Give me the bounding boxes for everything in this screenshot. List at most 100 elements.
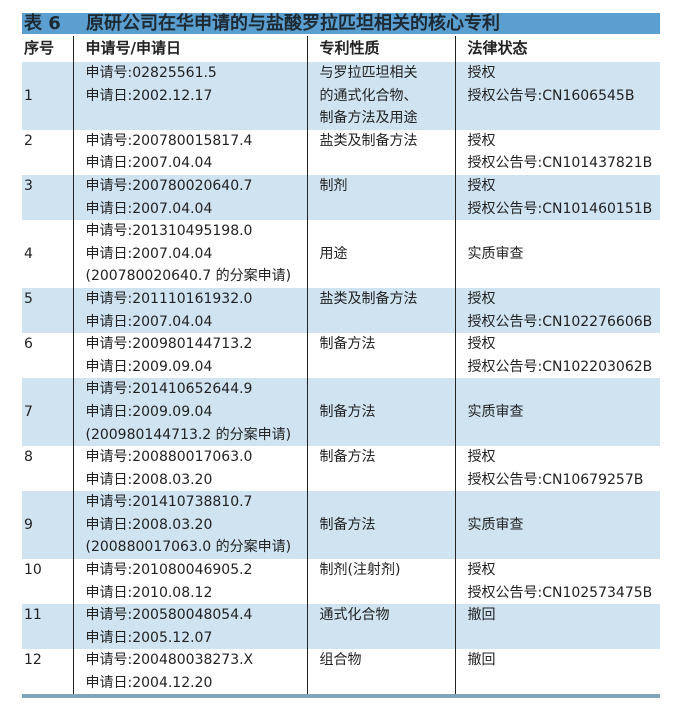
header-no: 序号 xyxy=(24,39,55,57)
patent-nature-line: 制备方法 xyxy=(319,336,376,353)
table-row: 9 申请号:201410738810.7 申请日:2008.03.20 (200880… xyxy=(22,491,660,560)
table-row: 10 申请号:201080046905.2 申请日:2010.08.12 制剂(注射剂… xyxy=(22,559,660,605)
legal-status-line: 实质审查 xyxy=(467,245,524,262)
row-number-line: 11 xyxy=(24,607,42,624)
application-info-line: 申请日:2007.04.04 xyxy=(85,245,213,262)
table-row: 12 申请号:200480038273.X 申请日:2004.12.20 组合物 撤回 xyxy=(22,649,660,695)
row-number: 2 xyxy=(22,130,73,175)
application-info-line: 申请日:2007.04.04 xyxy=(85,313,213,330)
legal-status-line: 授权 xyxy=(467,336,496,353)
legal-status-line: 撤回 xyxy=(467,652,496,669)
patent-nature: 制备方法 xyxy=(306,333,455,379)
table-row: 3 申请号:200780020640.7 申请日:2007.04.04 制剂 授权授权公… xyxy=(22,174,660,221)
table-number: 表 6 xyxy=(24,13,61,34)
legal-status: 授权 授权公告号:CN102573475B xyxy=(454,559,660,605)
row-number-line: 6 xyxy=(24,336,33,353)
patent-nature: 制备方法 xyxy=(306,491,455,560)
header-application: 申请号/申请日 xyxy=(72,36,307,62)
header-nature: 专利性质 xyxy=(306,36,455,62)
header-row: 序号 申请号/申请日 专利性质 法律状态 xyxy=(22,36,660,62)
legal-status-line: 撤回 xyxy=(467,607,496,624)
table-row: 11 申请号:200580048054.4 申请日:2005.12.07 通式化合物 撤… xyxy=(22,604,660,650)
application-info-line: 申请号:02825561.5 xyxy=(85,65,217,81)
row-number: 10 xyxy=(22,559,73,604)
patent-nature-line: 用途 xyxy=(319,245,348,262)
patent-nature-line: 制备方法及用途 xyxy=(319,110,418,127)
patent-nature-line: 盐类及制备方法 xyxy=(319,132,418,149)
patent-nature-line: 与罗拉匹坦相关 xyxy=(319,65,418,81)
row-number: 5 xyxy=(22,287,73,334)
application-info-line: 申请号:201310495198.0 xyxy=(85,223,253,240)
patent-nature: 制剂(注射剂) xyxy=(306,559,455,605)
row-number-line: 9 xyxy=(24,516,33,533)
application-info-line: 申请号:200480038273.X xyxy=(85,652,254,669)
patent-nature: 盐类及制备方法 xyxy=(306,129,455,175)
application-info-line: 申请日:2005.12.07 xyxy=(85,629,213,646)
legal-status: 授权 授权公告号:CN10679257B xyxy=(454,446,660,492)
patent-nature-line: 制备方法 xyxy=(319,403,376,420)
table-caption: 原研公司在华申请的与盐酸罗拉匹坦相关的核心专利 xyxy=(86,13,500,34)
application-info: 申请号:200980144713.2 申请日:2009.09.04 xyxy=(72,333,307,379)
patent-nature: 盐类及制备方法 xyxy=(306,287,455,334)
table-row: 4 申请号:201310495198.0 申请日:2007.04.04 (200780… xyxy=(22,220,660,288)
application-info: 申请号:200780015817.4 申请日:2007.04.04 xyxy=(72,129,307,175)
patent-nature: 用途 xyxy=(306,220,455,288)
application-info: 申请号:201410738810.7 申请日:2008.03.20 (2008800… xyxy=(72,491,307,560)
legal-status: 授权授权公告号:CN101460151B xyxy=(454,174,660,221)
application-info: 申请号:02825561.5 申请日:2002.12.17 xyxy=(72,62,307,130)
application-info-line: 申请日:2008.03.20 xyxy=(85,516,213,533)
patent-nature-line: 盐类及制备方法 xyxy=(319,290,418,307)
application-info: 申请号:200880017063.0 申请日:2008.03.20 xyxy=(72,446,307,492)
row-number-line: 4 xyxy=(24,245,33,262)
row-number: 11 xyxy=(22,604,73,650)
application-info: 申请号:200580048054.4 申请日:2005.12.07 xyxy=(72,604,307,650)
table-row: 8 申请号:200880017063.0 申请日:2008.03.20 制备方法 授权授… xyxy=(22,446,660,492)
patent-nature: 通式化合物 xyxy=(306,604,455,650)
application-info: 申请号:201080046905.2 申请日:2010.08.12 xyxy=(72,559,307,605)
legal-status-line: 实质审查 xyxy=(467,403,524,420)
application-info-line: 申请号:200780020640.7 xyxy=(85,177,253,194)
table-row: 2 申请号:200780015817.4 申请日:2007.04.04 盐类及制备方法… xyxy=(22,129,660,175)
patent-nature-line: 组合物 xyxy=(319,652,362,669)
application-info-line: 申请日:2010.08.12 xyxy=(85,584,213,601)
legal-status: 撤回 xyxy=(454,649,660,695)
row-number: 6 xyxy=(22,333,73,378)
application-info: 申请号:201410652644.9 申请日:2009.09.04 (2009801… xyxy=(72,378,307,447)
application-info-line: 申请日:2002.12.17 xyxy=(85,87,213,104)
legal-status-line: 授权公告号:CN101437821B xyxy=(467,155,653,172)
application-info-line: 申请号:201410652644.9 xyxy=(85,381,253,398)
legal-status-line: 授权 xyxy=(467,562,496,579)
legal-status-line: 授权公告号:CN10679257B xyxy=(467,471,644,488)
table-row: 5 申请号:201110161932.0 申请日:2007.04.04 盐类及制备方法… xyxy=(22,287,660,334)
legal-status: 授权 授权公告号:CN101437821B xyxy=(454,129,660,175)
table-row: 1 申请号:02825561.5 申请日:2002.12.17 与罗拉匹坦相关 的通式化… xyxy=(22,62,660,130)
application-info-line: 申请日:2004.12.20 xyxy=(85,675,213,692)
legal-status-line: 授权 xyxy=(467,177,496,194)
row-number-line: 3 xyxy=(24,177,33,194)
table-title: 表 6 原研公司在华申请的与盐酸罗拉匹坦相关的核心专利 xyxy=(22,13,660,34)
row-number-line: 12 xyxy=(24,652,42,669)
legal-status: 实质审查 xyxy=(454,220,660,288)
patent-nature-line: 制剂(注射剂) xyxy=(319,562,401,579)
legal-status-line: 授权公告号:CN101460151B xyxy=(467,200,653,217)
application-info-line: 申请日:2007.04.04 xyxy=(85,200,213,217)
row-number: 1 xyxy=(22,62,73,130)
row-number-line: 10 xyxy=(24,562,42,579)
application-info-line: 申请号:201110161932.0 xyxy=(85,290,253,307)
row-number: 9 xyxy=(22,491,73,560)
patent-nature: 制剂 xyxy=(306,174,455,221)
application-info-line: 申请号:200780015817.4 xyxy=(85,132,253,149)
application-info-line: 申请号:201410738810.7 xyxy=(85,494,253,511)
application-info: 申请号:201310495198.0 申请日:2007.04.04 (2007800… xyxy=(72,220,307,288)
row-number: 3 xyxy=(22,174,73,221)
application-info-line: 申请日:2008.03.20 xyxy=(85,471,213,488)
row-number-line: 2 xyxy=(24,132,33,149)
application-info-line: 申请号:201080046905.2 xyxy=(85,562,253,579)
row-number: 8 xyxy=(22,446,73,491)
patent-nature-line: 的通式化合物、 xyxy=(319,87,418,104)
patent-nature-line: 制备方法 xyxy=(319,449,376,466)
legal-status: 实质审查 xyxy=(454,378,660,447)
application-info-line: 申请号:200580048054.4 xyxy=(85,607,253,624)
table-row: 7 申请号:201410652644.9 申请日:2009.09.04 (200980… xyxy=(22,378,660,447)
bottom-rule xyxy=(22,694,660,698)
